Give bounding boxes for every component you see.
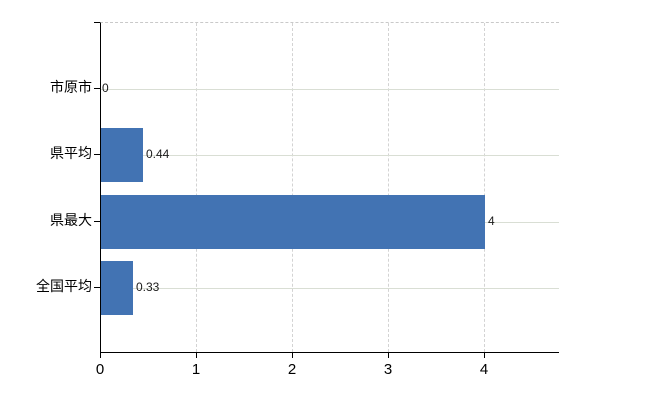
bar — [101, 261, 133, 315]
x-axis-tick — [100, 353, 101, 358]
y-axis-tick — [94, 287, 100, 288]
y-axis-category-label: 県最大 — [50, 212, 92, 228]
x-axis-tick — [484, 353, 485, 358]
y-axis-tick — [94, 88, 100, 89]
x-axis-tick-label: 2 — [287, 361, 297, 378]
plot-area — [100, 22, 559, 353]
y-axis-category-label: 県平均 — [50, 145, 92, 161]
x-axis-tick — [196, 353, 197, 358]
x-axis-tick-label: 0 — [95, 361, 105, 378]
gridline-vertical — [196, 23, 198, 352]
bar-value-label: 0 — [102, 81, 109, 95]
y-axis-category-label: 市原市 — [50, 79, 92, 95]
gridline-vertical — [484, 23, 486, 352]
y-axis-tick — [94, 221, 100, 222]
bar — [101, 195, 485, 249]
gridline-horizontal — [101, 89, 559, 90]
bar-value-label: 4 — [488, 214, 495, 228]
y-axis-tick — [94, 154, 100, 155]
gridline-vertical — [292, 23, 294, 352]
y-axis-category-label: 全国平均 — [36, 278, 92, 294]
gridline-horizontal — [101, 288, 559, 289]
gridline-vertical — [388, 23, 390, 352]
x-axis-tick-label: 3 — [383, 361, 393, 378]
bar — [101, 128, 143, 182]
bar-value-label: 0.44 — [146, 147, 170, 161]
x-axis-tick-label: 4 — [479, 361, 489, 378]
x-axis-tick — [388, 353, 389, 358]
y-axis-top-tick — [94, 22, 100, 23]
gridline-horizontal — [101, 155, 559, 156]
x-axis-tick — [292, 353, 293, 358]
x-axis-tick-label: 1 — [191, 361, 201, 378]
bar-value-label: 0.33 — [136, 280, 160, 294]
